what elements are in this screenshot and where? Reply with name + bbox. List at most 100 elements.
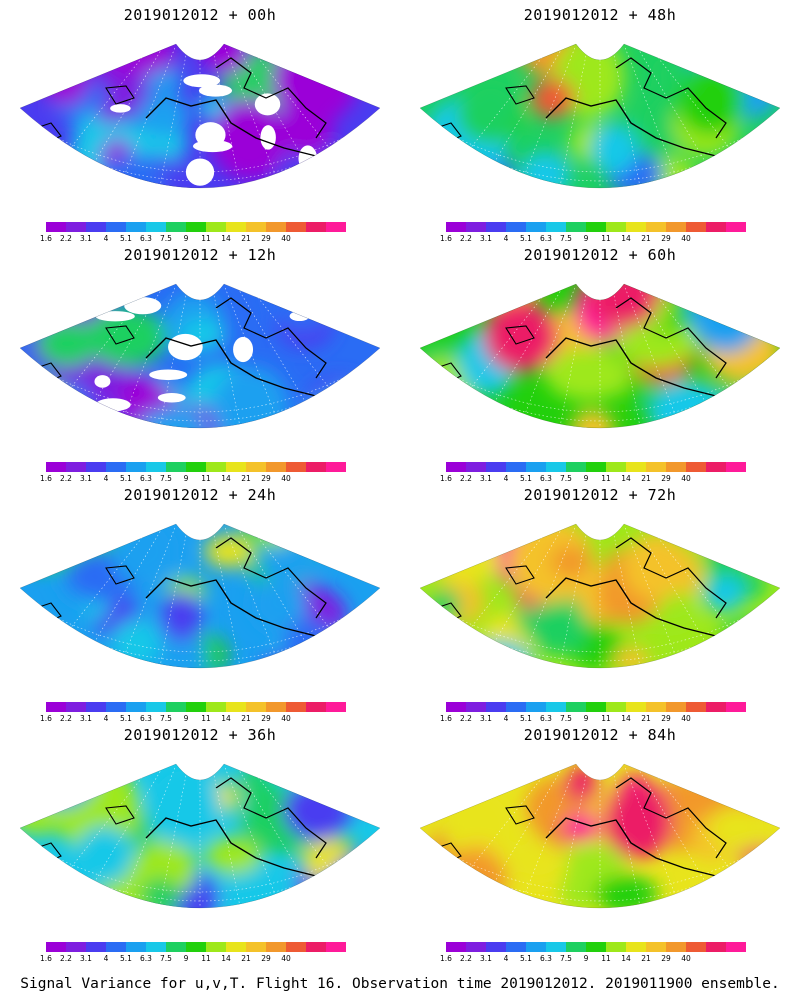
colorbar-tick-label: 7.5 — [560, 954, 572, 963]
colorbar-tick-label: 1.6 — [440, 234, 452, 243]
panel-title: 2019012012 + 36h — [123, 726, 277, 744]
colorbar-tick-label: 11 — [601, 474, 611, 483]
colorbar-segment — [266, 702, 286, 712]
colorbar-segment — [446, 222, 466, 232]
colorbar-tick-label: 21 — [241, 954, 251, 963]
colorbar-tick-label: 4 — [103, 474, 109, 483]
colorbar-tick-label: 21 — [241, 714, 251, 723]
colorbar-tick-label: 6.3 — [140, 234, 152, 243]
colorbar-tick-label: 5.1 — [120, 474, 132, 483]
colorbar-tick-label: 21 — [241, 474, 251, 483]
colorbar-segment — [186, 702, 206, 712]
colorbar-tick-label: 21 — [241, 234, 251, 243]
colorbar-segment — [106, 702, 126, 712]
colorbar-segment — [686, 222, 706, 232]
colorbar-tick-label: 7.5 — [160, 714, 172, 723]
colorbar-segment — [646, 462, 666, 472]
colorbar-segment — [526, 462, 546, 472]
colorbar-tick-label: 40 — [681, 234, 691, 243]
colorbar-segment — [146, 462, 166, 472]
map-panel: 2019012012 + 72h 1.6 2.2 3.1 4 5.1 6.3 7.5 9 11 14… — [400, 480, 800, 723]
colorbar-tick-label: 5.1 — [520, 714, 532, 723]
colorbar-segment — [666, 222, 686, 232]
colorbar-segment — [546, 462, 566, 472]
colorbar-tick-label: 1.6 — [40, 474, 52, 483]
colorbar-tick-label: 14 — [221, 234, 231, 243]
colorbar-segment — [46, 222, 66, 232]
colorbar-segment — [586, 222, 606, 232]
colorbar-tick-label: 3.1 — [80, 474, 92, 483]
colorbar-segment — [566, 462, 586, 472]
colorbar-segment — [246, 702, 266, 712]
colorbar-tick-label: 9 — [583, 474, 589, 483]
colorbar-segment — [206, 462, 226, 472]
colorbar-segment — [326, 222, 346, 232]
colorbar-tick-label: 3.1 — [80, 234, 92, 243]
colorbar-segment — [126, 702, 146, 712]
colorbar-tick-label: 4 — [103, 954, 109, 963]
colorbar-tick-label: 5.1 — [520, 954, 532, 963]
colorbar-segment — [246, 462, 266, 472]
colorbar-segment — [106, 222, 126, 232]
colorbar-segment — [726, 222, 746, 232]
colorbar-tick-label: 4 — [503, 714, 509, 723]
colorbar-tick-label: 14 — [621, 954, 631, 963]
colorbar-segment — [446, 462, 466, 472]
colorbar-segment — [486, 462, 506, 472]
colorbar-tick-label: 40 — [681, 714, 691, 723]
colorbar-tick-label: 40 — [281, 234, 291, 243]
colorbar-segment — [126, 942, 146, 952]
colorbar-tick-label: 3.1 — [80, 714, 92, 723]
colorbar-segment — [106, 942, 126, 952]
colorbar-segment — [606, 942, 626, 952]
colorbar-tick-label: 11 — [601, 234, 611, 243]
colorbar-labels: 1.6 2.2 3.1 4 5.1 6.3 7.5 9 11 14 21 29 40 — [440, 954, 746, 964]
colorbar-tick-label: 3.1 — [480, 474, 492, 483]
colorbar-tick-label: 11 — [601, 714, 611, 723]
colorbar-tick-label: 5.1 — [520, 234, 532, 243]
colorbar-segment — [506, 462, 526, 472]
colorbar-segment — [246, 942, 266, 952]
panel-title: 2019012012 + 72h — [523, 486, 677, 504]
colorbar-tick-label: 6.3 — [140, 474, 152, 483]
colorbar-tick-label: 4 — [103, 234, 109, 243]
map-panel: 2019012012 + 36h 1.6 2.2 3.1 4 5.1 6.3 7.5 9 11 14… — [0, 720, 400, 963]
colorbar — [446, 462, 746, 472]
colorbar-tick-label: 21 — [641, 714, 651, 723]
colorbar-segment — [66, 942, 86, 952]
colorbar-tick-label: 11 — [201, 954, 211, 963]
colorbar-segment — [166, 222, 186, 232]
colorbar-labels: 1.6 2.2 3.1 4 5.1 6.3 7.5 9 11 14 21 29 40 — [40, 714, 346, 724]
colorbar-segment — [726, 462, 746, 472]
colorbar-tick-label: 6.3 — [540, 474, 552, 483]
colorbar-segment — [486, 942, 506, 952]
colorbar-segment — [506, 702, 526, 712]
colorbar-segment — [586, 702, 606, 712]
colorbar-segment — [246, 222, 266, 232]
colorbar — [46, 222, 346, 232]
colorbar-segment — [306, 702, 326, 712]
colorbar-tick-label: 4 — [103, 714, 109, 723]
colorbar-segment — [86, 702, 106, 712]
colorbar-segment — [566, 222, 586, 232]
colorbar-labels: 1.6 2.2 3.1 4 5.1 6.3 7.5 9 11 14 21 29 40 — [40, 234, 346, 244]
colorbar-segment — [126, 462, 146, 472]
colorbar-segment — [646, 942, 666, 952]
colorbar-tick-label: 14 — [221, 474, 231, 483]
colorbar-segment — [686, 462, 706, 472]
colorbar-tick-label: 3.1 — [480, 234, 492, 243]
colorbar-tick-label: 6.3 — [140, 954, 152, 963]
colorbar-segment — [186, 942, 206, 952]
colorbar-segment — [106, 462, 126, 472]
colorbar-labels: 1.6 2.2 3.1 4 5.1 6.3 7.5 9 11 14 21 29 40 — [440, 474, 746, 484]
colorbar — [46, 462, 346, 472]
colorbar-segment — [66, 702, 86, 712]
colorbar-tick-label: 2.2 — [60, 714, 72, 723]
colorbar-segment — [546, 702, 566, 712]
colorbar-segment — [726, 702, 746, 712]
colorbar-segment — [146, 702, 166, 712]
colorbar-segment — [626, 702, 646, 712]
colorbar-segment — [166, 702, 186, 712]
colorbar-tick-label: 7.5 — [160, 954, 172, 963]
colorbar-tick-label: 40 — [681, 474, 691, 483]
